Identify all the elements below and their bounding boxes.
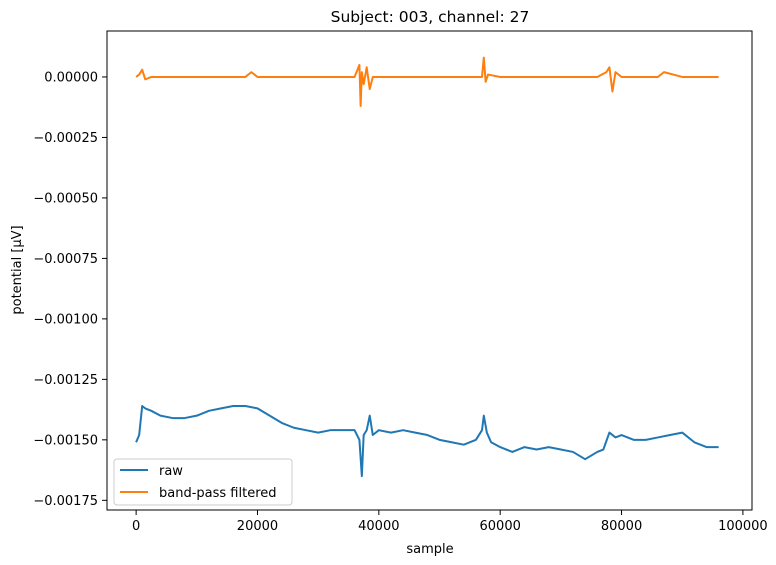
legend-label-band-pass-filtered: band-pass filtered [159, 486, 277, 501]
y-tick-label: −0.00075 [33, 252, 98, 267]
series-line-raw [135, 404, 719, 478]
legend: raw band-pass filtered [113, 458, 293, 506]
x-tick-label: 0 [132, 519, 140, 534]
x-tick-label: 100000 [718, 519, 768, 534]
x-axis-label: sample [406, 542, 453, 557]
legend-box [113, 458, 293, 506]
y-axis-label: potential [µV] [10, 225, 25, 314]
y-tick-label: −0.00050 [33, 191, 98, 206]
y-tick-label: −0.00175 [33, 494, 98, 509]
y-tick-label: 0.00000 [44, 70, 98, 85]
series-layer [135, 56, 719, 478]
x-tick-label: 60000 [480, 519, 521, 534]
x-axis-ticks: 0 20000 40000 60000 80000 100000 [132, 510, 768, 534]
y-axis-ticks: 0.00000 −0.00025 −0.00050 −0.00075 −0.00100 −… [33, 70, 107, 509]
x-tick-label: 20000 [237, 519, 278, 534]
y-tick-label: −0.00150 [33, 433, 98, 448]
y-tick-label: −0.00100 [33, 312, 98, 327]
x-tick-label: 80000 [601, 519, 642, 534]
plot-frame [106, 30, 753, 511]
x-tick-label: 40000 [358, 519, 399, 534]
legend-label-raw: raw [159, 464, 183, 479]
y-tick-label: −0.00025 [33, 131, 98, 146]
y-tick-label: −0.00125 [33, 373, 98, 388]
series-line-band-pass-filtered [135, 56, 719, 107]
chart-title: Subject: 003, channel: 27 [331, 8, 530, 26]
